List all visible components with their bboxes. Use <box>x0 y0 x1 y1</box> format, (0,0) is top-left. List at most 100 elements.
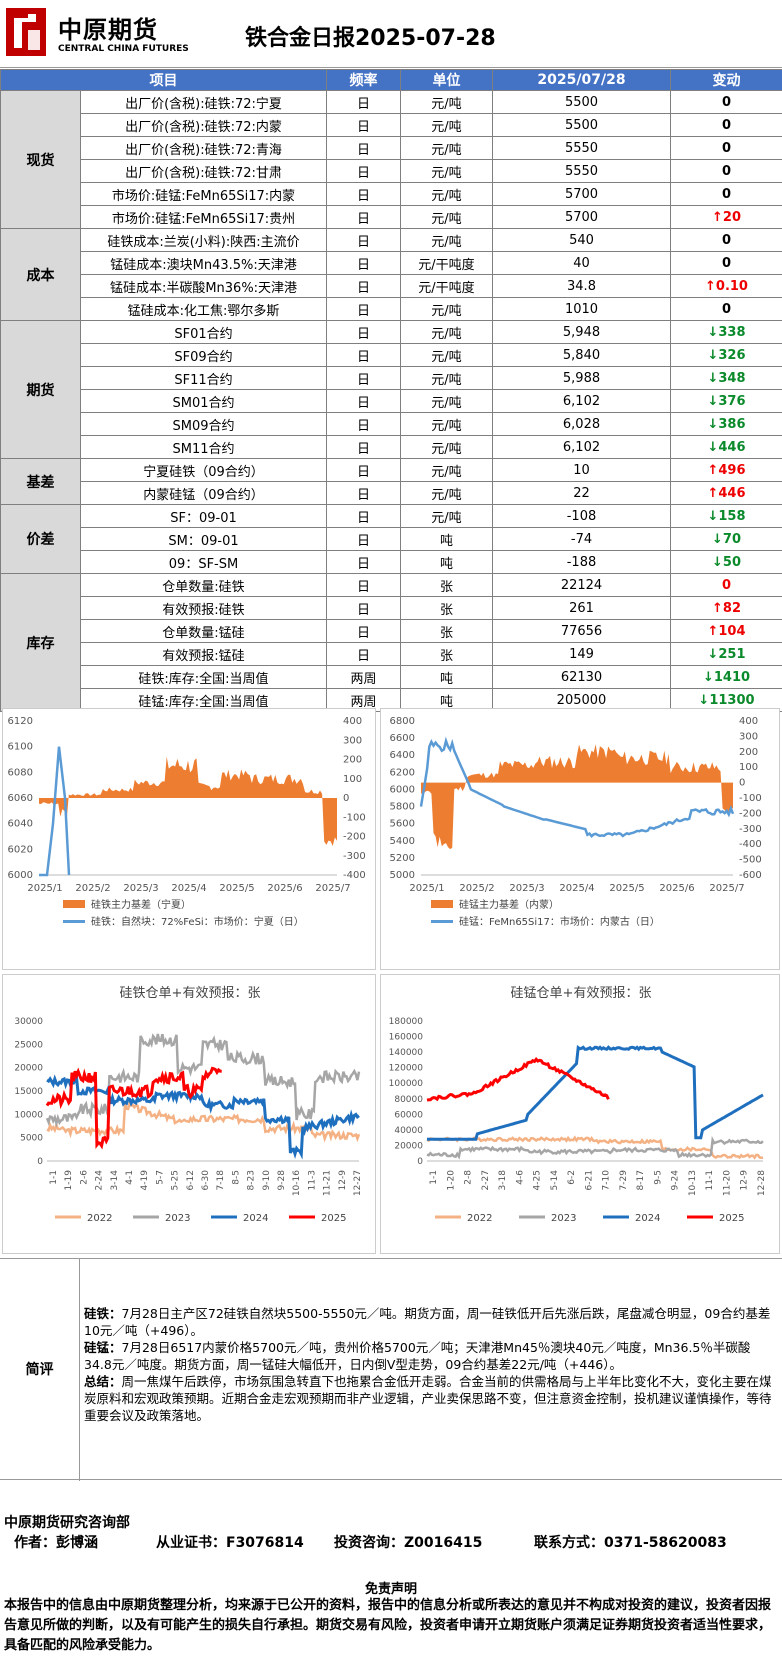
change-value: 0 <box>721 577 732 593</box>
arrow-down-icon: ↓ <box>707 347 719 363</box>
series-line-2022 <box>426 1135 763 1160</box>
value-cell: 1010 <box>492 297 671 321</box>
silicomanganese-warrants-svg: 硅锰仓单+有效预报：张 0 20000 40000 60000 80000 100000 12… <box>389 986 767 1224</box>
unit-cell: 元/吨 <box>400 412 493 436</box>
value-cell: 261 <box>492 596 671 620</box>
x-tick-label: 11-21 <box>323 1170 333 1196</box>
unit-cell: 张 <box>400 596 493 620</box>
right-tick-label: -400 <box>343 870 366 881</box>
change-value: 0 <box>721 255 732 271</box>
freq-cell: 日 <box>326 297 401 321</box>
item-cell: 硅铁:库存:全国:当周值 <box>80 665 327 689</box>
x-tick-label: 6-2 <box>567 1170 577 1185</box>
x-tick-label: 2-8 <box>464 1170 474 1185</box>
item-cell: 出厂价(含税):硅铁:72:内蒙 <box>80 113 327 137</box>
change-value: 20 <box>722 209 741 225</box>
left-tick-label: 5600 <box>390 819 415 830</box>
x-tick-label: 2025/6 <box>267 883 302 894</box>
right-tick-label: -400 <box>739 839 762 850</box>
unit-cell: 元/吨 <box>400 90 493 114</box>
table-row: 市场价:硅锰:FeMn65Si17:贵州日元/吨 5700 ↑20 <box>1 205 782 229</box>
freq-cell: 日 <box>326 113 401 137</box>
table-row: 硅铁:库存:全国:当周值 两周吨 62130 ↓1410 <box>1 665 782 689</box>
freq-cell: 日 <box>326 527 401 551</box>
header-unit: 单位 <box>400 69 493 91</box>
unit-cell: 吨 <box>400 527 493 551</box>
change-value: 1410 <box>713 669 751 685</box>
x-tick-label: 7-29 <box>619 1170 629 1191</box>
item-cell: 内蒙硅锰（09合约） <box>80 481 327 505</box>
left-tick-label: 5800 <box>390 802 415 813</box>
brand-english: CENTRAL CHINA FUTURES <box>58 44 189 54</box>
freq-cell: 日 <box>326 573 401 597</box>
x-tick-label: 1-19 <box>64 1170 74 1191</box>
report-title: 铁合金日报2025-07-28 <box>245 26 496 51</box>
unit-cell: 元/吨 <box>400 343 493 367</box>
change-value: 0 <box>721 232 732 248</box>
value-cell: 10 <box>492 458 671 482</box>
x-tick-label: 9-24 <box>671 1170 681 1191</box>
x-tick-label: 5-7 <box>155 1170 165 1185</box>
freq-cell: 日 <box>326 159 401 183</box>
value-cell: 540 <box>492 228 671 252</box>
price-line <box>39 746 71 877</box>
value-cell: 6,102 <box>492 389 671 413</box>
change-value: 0 <box>721 140 732 156</box>
y-tick-label: 5000 <box>20 1134 43 1144</box>
author: 作者：彭博涵 <box>14 1535 98 1551</box>
commentary-label: 简评 <box>0 1259 80 1481</box>
x-tick-label: 2025/1 <box>27 883 62 894</box>
arrow-down-icon: ↓ <box>707 646 719 662</box>
left-tick-label: 6800 <box>390 716 415 727</box>
comment-summary-body: 周一焦煤午后跌停，市场氛围急转直下也拖累合金低开走弱。合金当前的供需格局与上半年… <box>84 1374 772 1423</box>
arrow-down-icon: ↓ <box>712 531 723 547</box>
unit-cell: 元/吨 <box>400 182 493 206</box>
x-tick-label: 7-10 <box>602 1170 612 1191</box>
value-cell: 5500 <box>492 90 671 114</box>
x-tick-label: 2025/3 <box>123 883 158 894</box>
x-tick-label: 10-16 <box>292 1170 302 1196</box>
x-tick-label: 1-20 <box>446 1170 456 1191</box>
basis-area <box>421 744 733 850</box>
comment-silicomanganese-body: 7月28日6517内蒙价格5700元／吨，贵州价格5700元／吨；天津港Mn45… <box>84 1340 751 1372</box>
right-tick-label: -300 <box>343 851 366 862</box>
x-tick-label: 2025/4 <box>559 883 594 894</box>
left-tick-label: 6100 <box>8 742 33 753</box>
item-cell: SF：09-01 <box>80 504 327 528</box>
change-value: 0.10 <box>715 278 748 294</box>
left-tick-label: 6080 <box>8 767 33 778</box>
value-cell: 149 <box>492 642 671 666</box>
x-tick-label: 1-1 <box>49 1170 59 1185</box>
arrow-up-icon: ↑ <box>712 600 723 616</box>
left-tick-label: 6120 <box>8 716 33 727</box>
legend-label-2025: 2025 <box>719 1213 744 1224</box>
legend-label-2025: 2025 <box>321 1213 346 1224</box>
change-value: 0 <box>721 94 732 110</box>
legend-swatch-price <box>63 920 85 923</box>
header-item: 项目 <box>0 69 327 91</box>
unit-cell: 元/吨 <box>400 504 493 528</box>
x-tick-label: 3-14 <box>110 1170 120 1191</box>
x-tick-label: 9-10 <box>262 1170 272 1191</box>
value-cell: 5550 <box>492 159 671 183</box>
arrow-up-icon: ↑ <box>707 485 719 501</box>
unit-cell: 元/吨 <box>400 481 493 505</box>
change-value: 0 <box>721 301 732 317</box>
right-tick-label: 100 <box>739 762 758 773</box>
y-tick-label: 140000 <box>389 1048 424 1058</box>
right-tick-label: 200 <box>739 747 758 758</box>
item-cell: 锰硅成本:化工焦:鄂尔多斯 <box>80 297 327 321</box>
value-cell: 40 <box>492 251 671 275</box>
brand-name: 中原期货 <box>58 15 158 44</box>
arrow-down-icon: ↓ <box>698 692 710 708</box>
freq-cell: 日 <box>326 182 401 206</box>
table-row: 锰硅成本:化工焦:鄂尔多斯日元/吨 1010 0 <box>1 297 782 321</box>
price-line <box>419 736 735 839</box>
item-cell: 有效预报:硅铁 <box>80 596 327 620</box>
table-row: SM：09-01 日吨 -74 ↓70 <box>1 527 782 551</box>
change-cell: 0 <box>670 182 782 206</box>
item-cell: SF09合约 <box>80 343 327 367</box>
table-row: 成本 硅铁成本:兰炭(小料):陕西:主流价日元/吨 540 0 <box>0 228 782 321</box>
change-cell: 0 <box>670 159 782 183</box>
legend-basis: 硅铁主力基差（宁夏） <box>91 898 191 911</box>
